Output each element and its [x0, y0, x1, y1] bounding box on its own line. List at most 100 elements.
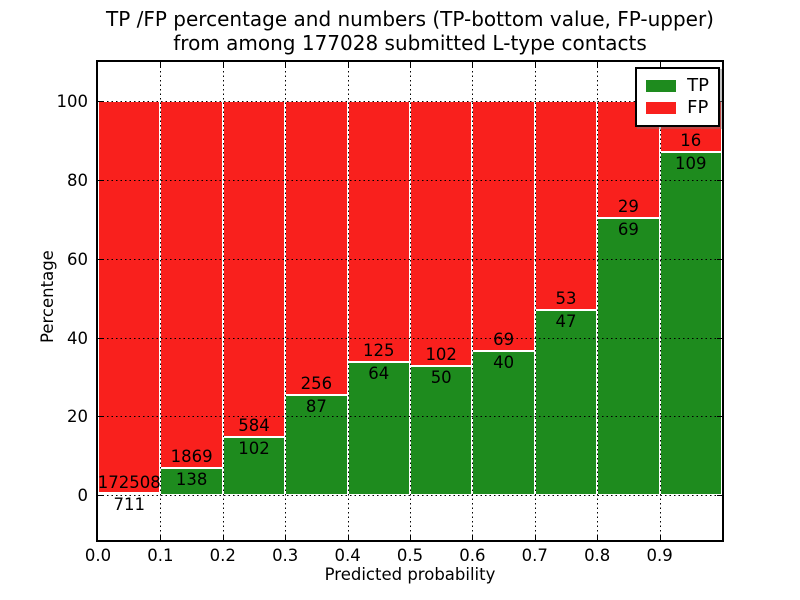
gridline-vertical: [160, 62, 162, 540]
x-tick-mark: [285, 62, 287, 67]
legend-item-tp: TP: [646, 76, 709, 96]
bar-annotation-fp: 256: [300, 374, 333, 394]
y-tick-mark: [717, 337, 722, 339]
bar-segment-tp: [659, 151, 722, 496]
legend-label-fp: FP: [687, 97, 709, 118]
gridline-horizontal: [98, 258, 722, 260]
bar-annotation-fp: 16: [680, 130, 702, 150]
gridline-vertical: [347, 62, 349, 540]
y-tick-mark: [98, 258, 103, 260]
gridline-vertical: [222, 62, 224, 540]
x-tick-label: 0.6: [459, 546, 486, 565]
bar-annotation-fp: 53: [555, 289, 577, 309]
gridline-vertical: [659, 62, 661, 540]
x-tick-mark: [472, 535, 474, 540]
bar-annotation-tp: 47: [555, 312, 577, 332]
legend-swatch-fp-icon: [646, 102, 677, 114]
x-tick-mark: [410, 535, 411, 540]
x-tick-mark: [347, 62, 349, 67]
bar-segment-tp: [534, 310, 598, 496]
gridline-vertical: [597, 62, 599, 540]
bar-segment-tp: [472, 350, 535, 496]
y-tick-mark: [98, 101, 103, 103]
bar-annotation-tp: 109: [675, 153, 707, 173]
x-tick-label: 0.0: [84, 546, 112, 565]
x-tick-label: 0.3: [272, 546, 299, 565]
bar-annotation-tp: 50: [430, 367, 452, 387]
bar-segment-fp: [98, 101, 161, 494]
plot-area: TP FP 172508 711 1869 138 584 102 256 87 125 64 10…: [57, 60, 724, 565]
legend-label-tp: TP: [687, 75, 709, 96]
bar-segment-tp: [160, 468, 223, 496]
gridline-horizontal: [98, 101, 722, 103]
chart-title-line1: TP /FP percentage and numbers (TP-bottom…: [106, 7, 714, 31]
bar-annotation-tp: 138: [175, 470, 208, 490]
bar-annotation-fp: 125: [363, 340, 395, 360]
x-tick-mark: [534, 62, 536, 67]
bar-annotation-tp: 64: [368, 363, 390, 383]
x-tick-mark: [659, 535, 661, 540]
gridline-horizontal: [98, 495, 722, 497]
bar-segment-fp: [347, 101, 410, 362]
bar-segment-fp: [410, 101, 473, 366]
gridline-vertical: [285, 62, 287, 540]
bar-segment-tp: [347, 361, 410, 496]
bar-annotation-fp: 102: [425, 344, 457, 364]
x-tick-label: 0.4: [334, 546, 361, 565]
bar-segment-fp: [222, 101, 286, 437]
y-tick-label: 0: [77, 486, 89, 506]
y-tick-mark: [717, 416, 722, 418]
gridline-vertical: [472, 62, 474, 540]
gridline-vertical: [410, 62, 411, 540]
chart-title-line2: from among 177028 submitted L-type conta…: [173, 31, 647, 55]
y-tick-mark: [98, 495, 103, 497]
x-tick-label: 0.1: [147, 546, 174, 565]
gridline-horizontal: [98, 337, 722, 339]
gridline-vertical: [534, 62, 536, 540]
bar-annotation-fp: 29: [617, 196, 639, 216]
x-tick-mark: [160, 535, 162, 540]
bar-segment-tp: [222, 436, 286, 496]
y-tick-mark: [717, 495, 722, 497]
x-tick-label: 0.7: [521, 546, 548, 565]
y-tick-label: 60: [67, 249, 88, 269]
bar-annotation-fp: 172508: [97, 472, 161, 492]
bar-annotation-tp: 102: [238, 438, 270, 458]
legend: TP FP: [635, 67, 720, 127]
y-tick-label: 80: [67, 171, 88, 191]
x-axis-label: Predicted probability: [324, 565, 496, 584]
y-tick-mark: [98, 337, 103, 339]
bar-segment-tp: [410, 365, 473, 496]
x-tick-mark: [222, 62, 224, 67]
x-tick-label: 0.2: [209, 546, 236, 565]
bar-annotation-fp: 69: [493, 329, 515, 349]
x-tick-mark: [222, 535, 224, 540]
bar-annotation-tp: 40: [493, 352, 515, 372]
x-tick-mark: [410, 62, 411, 67]
y-tick-mark: [717, 258, 722, 260]
x-tick-mark: [534, 535, 536, 540]
x-tick-mark: [160, 62, 162, 67]
bar-annotation-fp: 584: [238, 415, 270, 435]
y-tick-label: 40: [67, 328, 88, 348]
gridline-horizontal: [98, 416, 722, 418]
y-tick-mark: [98, 416, 103, 418]
bar-annotation-tp: 69: [617, 219, 639, 239]
bar-segment-fp: [160, 101, 223, 469]
y-tick-label: 20: [67, 407, 88, 427]
x-tick-mark: [659, 62, 661, 67]
x-tick-label: 0.8: [584, 546, 611, 565]
bar-segment-tp: [98, 493, 161, 496]
y-tick-mark: [98, 180, 103, 182]
legend-swatch-tp-icon: [646, 80, 677, 92]
y-tick-mark: [717, 180, 722, 182]
x-tick-label: 0.9: [646, 546, 673, 565]
x-tick-mark: [597, 62, 599, 67]
bar-segment-tp: [597, 217, 660, 496]
bar-segment-tp: [285, 395, 348, 496]
y-tick-label: 100: [56, 92, 89, 112]
x-tick-mark: [597, 535, 599, 540]
bar-annotation-tp: 87: [305, 397, 327, 417]
bar-annotation-tp: 711: [113, 495, 145, 515]
